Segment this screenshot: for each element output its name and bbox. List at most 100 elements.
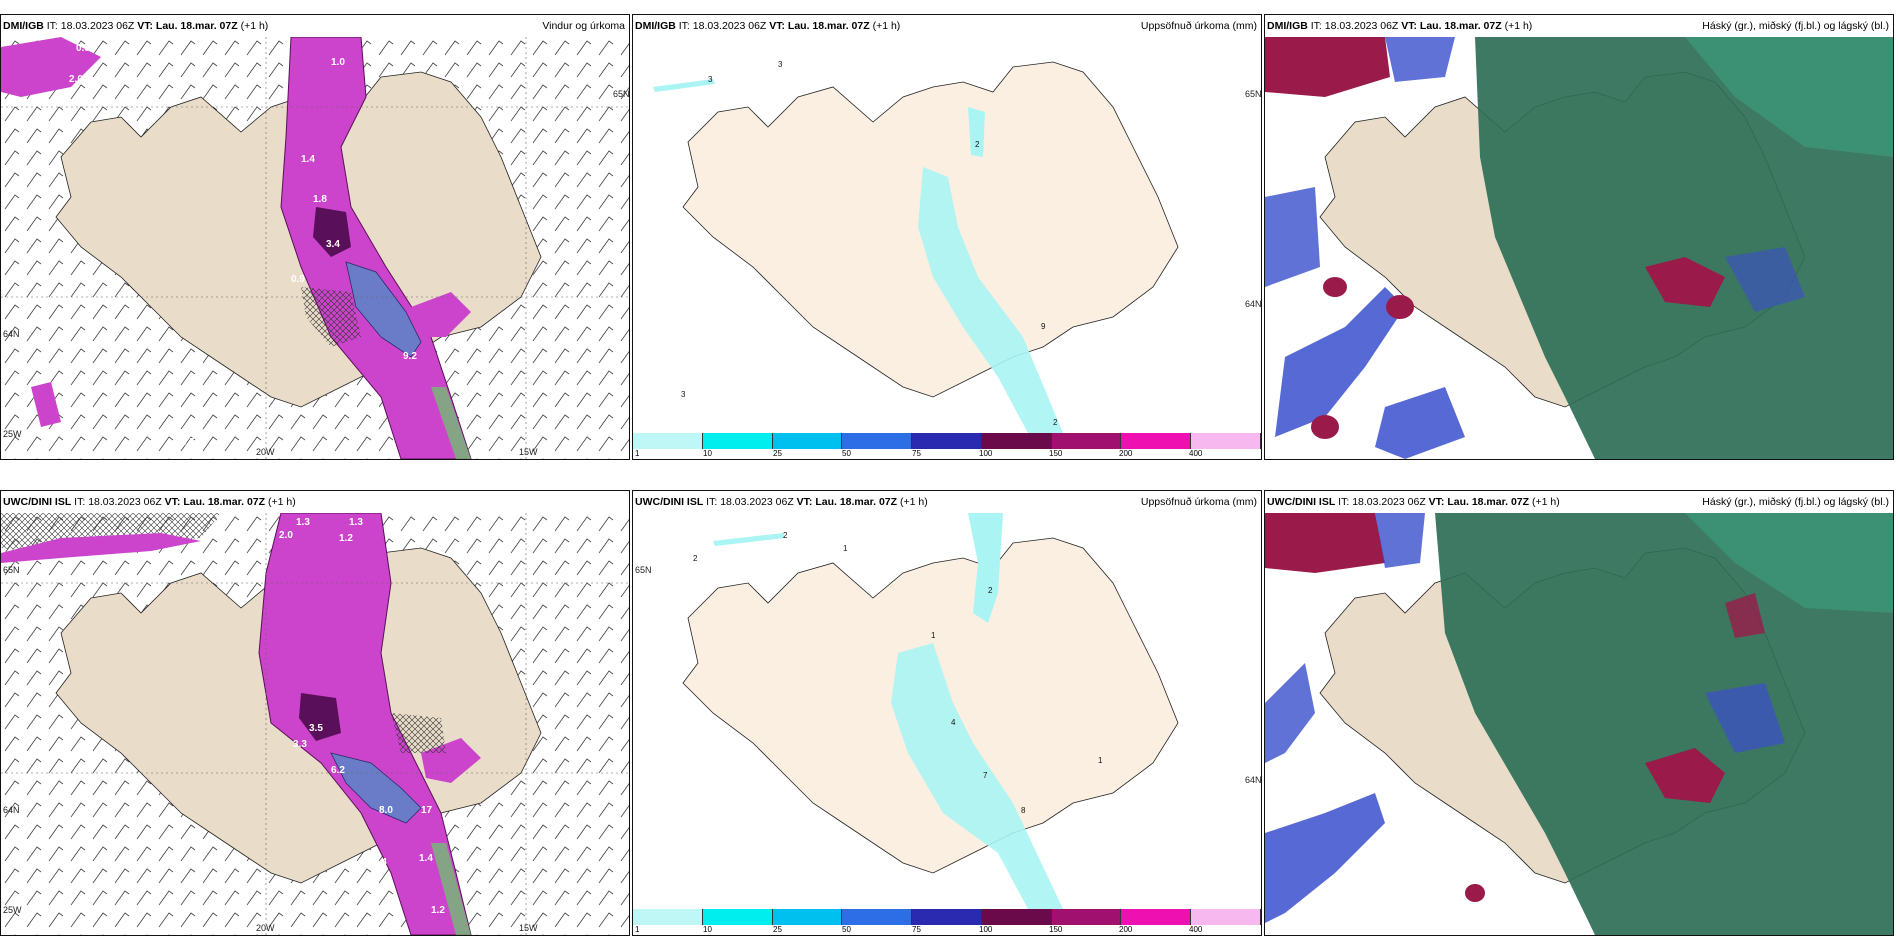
- vt-label: VT: Lau. 18.mar. 07Z: [164, 496, 266, 508]
- green-strip: [431, 843, 471, 935]
- contour-label: 3: [681, 390, 686, 399]
- panel-dmi-wind-precip: DMI/IGB IT: 18.03.2023 06Z VT: Lau. 18.m…: [0, 14, 630, 460]
- mid-cloud-nw: [1385, 37, 1455, 82]
- colorbar-tick: 75: [912, 449, 921, 458]
- colorbar-ticks: 1 10 25 50 75 100 150 200 400: [633, 449, 1261, 459]
- map-clouds: [1265, 37, 1893, 459]
- grid-label-65n: 65N: [3, 565, 20, 575]
- high-cloud-ne: [1685, 37, 1893, 157]
- colorbar: 1 10 25 50 75 100 150 200 400: [633, 909, 1261, 935]
- accum-precip-band: [891, 643, 1063, 909]
- colorbar-tick: 400: [1189, 449, 1203, 458]
- contour-label: 8.0: [379, 805, 393, 816]
- precip-band: [258, 513, 472, 935]
- colorbar-tick: 25: [773, 925, 782, 934]
- colorbar-ticks: 1 10 25 50 75 100 150 200 400: [633, 925, 1261, 935]
- model-name: DMI/IGB: [1267, 20, 1308, 32]
- contour-label: 1.2: [431, 905, 445, 916]
- contour-label: 9: [1041, 322, 1046, 331]
- it-value: 18.03.2023 06Z: [1352, 496, 1426, 508]
- map-wind-precip: 20W 15W 25W 64N 65N 1.3 2.0 1.2 1.3 3.5 …: [1, 513, 629, 935]
- accum-precip-nw: [713, 533, 785, 546]
- colorbar-swatch: [772, 433, 843, 449]
- panel-header: DMI/IGB IT: 18.03.2023 06Z VT: Lau. 18.m…: [633, 15, 1261, 37]
- colorbar-tick: 25: [773, 449, 782, 458]
- contour-label: 2: [988, 586, 993, 595]
- colorbar-tick: 100: [979, 449, 993, 458]
- mid-cloud-nw: [1375, 513, 1425, 568]
- colorbar-swatch: [772, 909, 843, 925]
- contour-label: 6.2: [331, 765, 345, 776]
- high-cloud-layer: [1475, 37, 1893, 459]
- panel-header: UWC/DINI ISL IT: 18.03.2023 06Z VT: Lau.…: [1, 491, 629, 513]
- it-label: IT:: [46, 20, 58, 32]
- grid-label-25w: 25W: [3, 429, 22, 439]
- contour-label: 2.0: [69, 74, 83, 85]
- colorbar-tick: 200: [1119, 449, 1133, 458]
- hatch-east: [391, 713, 446, 753]
- mid-cloud-east: [1705, 683, 1785, 753]
- grid-label-15w: 15W: [519, 923, 538, 933]
- contour-label: 7: [983, 771, 988, 780]
- contour-label: 3.4: [326, 239, 340, 250]
- contour-label: 3: [708, 75, 713, 84]
- panel-dmi-accum: DMI/IGB IT: 18.03.2023 06Z VT: Lau. 18.m…: [632, 14, 1262, 460]
- colorbar-swatch: [633, 433, 703, 449]
- colorbar-swatch: [912, 433, 982, 449]
- vt-label: VT: Lau. 18.mar. 07Z: [796, 496, 898, 508]
- it-value: 18.03.2023 06Z: [88, 496, 162, 508]
- low-cloud-east: [1645, 748, 1725, 803]
- precip-east: [411, 292, 471, 337]
- mid-cloud-east: [1725, 247, 1805, 312]
- model-name: UWC/DINI ISL: [635, 496, 704, 508]
- colorbar-tick: 50: [842, 925, 851, 934]
- accum-precip-band: [918, 167, 1063, 433]
- contour-label: 1.2: [339, 533, 353, 544]
- contour-label: 1.0: [331, 57, 345, 68]
- contour-label: 1.3: [296, 517, 310, 528]
- panel-dmi-clouds: DMI/IGB IT: 18.03.2023 06Z VT: Lau. 18.m…: [1264, 14, 1894, 460]
- grid-label-20w: 20W: [256, 447, 275, 457]
- low-cloud-blob: [1311, 415, 1339, 439]
- it-label: IT:: [74, 496, 86, 508]
- precip-core: [313, 207, 351, 257]
- colorbar-tick: 400: [1189, 925, 1203, 934]
- grid-label-64n: 64N: [3, 805, 20, 815]
- map-clouds: [1265, 513, 1893, 935]
- contour-label: 1: [1098, 756, 1103, 765]
- grid-label-65n: 65N: [1245, 89, 1261, 99]
- contour-label: 1: [843, 544, 848, 553]
- green-strip: [431, 387, 471, 459]
- contour-label: 1.4: [419, 853, 433, 864]
- contour-label: 2: [693, 554, 698, 563]
- it-value: 18.03.2023 06Z: [60, 20, 135, 32]
- it-value: 18.03.2023 06Z: [720, 496, 794, 508]
- contour-label: 3.5: [309, 723, 323, 734]
- low-cloud-ne: [1725, 593, 1765, 638]
- contour-label: 2: [975, 140, 980, 149]
- mid-cloud-sw: [1275, 287, 1405, 437]
- colorbar-swatch: [1191, 909, 1261, 925]
- panel-title: Vindur og úrkoma: [542, 20, 625, 32]
- lead-time: (+1 h): [267, 496, 296, 508]
- precip-nw: [1, 37, 101, 97]
- it-label: IT:: [678, 20, 690, 32]
- colorbar-tick: 10: [703, 925, 712, 934]
- precip-blue: [330, 752, 422, 824]
- model-name: UWC/DINI ISL: [1267, 496, 1336, 508]
- grid-label-65n: 65N: [613, 89, 629, 99]
- vt-label: VT: Lau. 18.mar. 07Z: [1428, 496, 1530, 508]
- panel-title: Háský (gr.), miðský (fj.bl.) og lágský (…: [1702, 496, 1889, 508]
- mid-cloud-west: [1265, 663, 1315, 763]
- map-wind-precip: 20W 15W 25W 64N 65N 0.5 2.0 1.0 1.4 1.8 …: [1, 37, 629, 459]
- vt-label: VT: Lau. 18.mar. 07Z: [1401, 20, 1502, 32]
- colorbar-tick: 50: [842, 449, 851, 458]
- colorbar-tick: 150: [1049, 449, 1063, 458]
- panel-title: Háský (gr.), miðský (fj.bl.) og lágský (…: [1702, 20, 1889, 32]
- it-label: IT:: [706, 496, 718, 508]
- panel-uwc-wind-precip: UWC/DINI ISL IT: 18.03.2023 06Z VT: Lau.…: [0, 490, 630, 936]
- colorbar-swatch: [981, 433, 1052, 449]
- grid-label-64n: 64N: [3, 329, 20, 339]
- colorbar-tick: 100: [979, 925, 993, 934]
- contour-label: 1.8: [313, 194, 327, 205]
